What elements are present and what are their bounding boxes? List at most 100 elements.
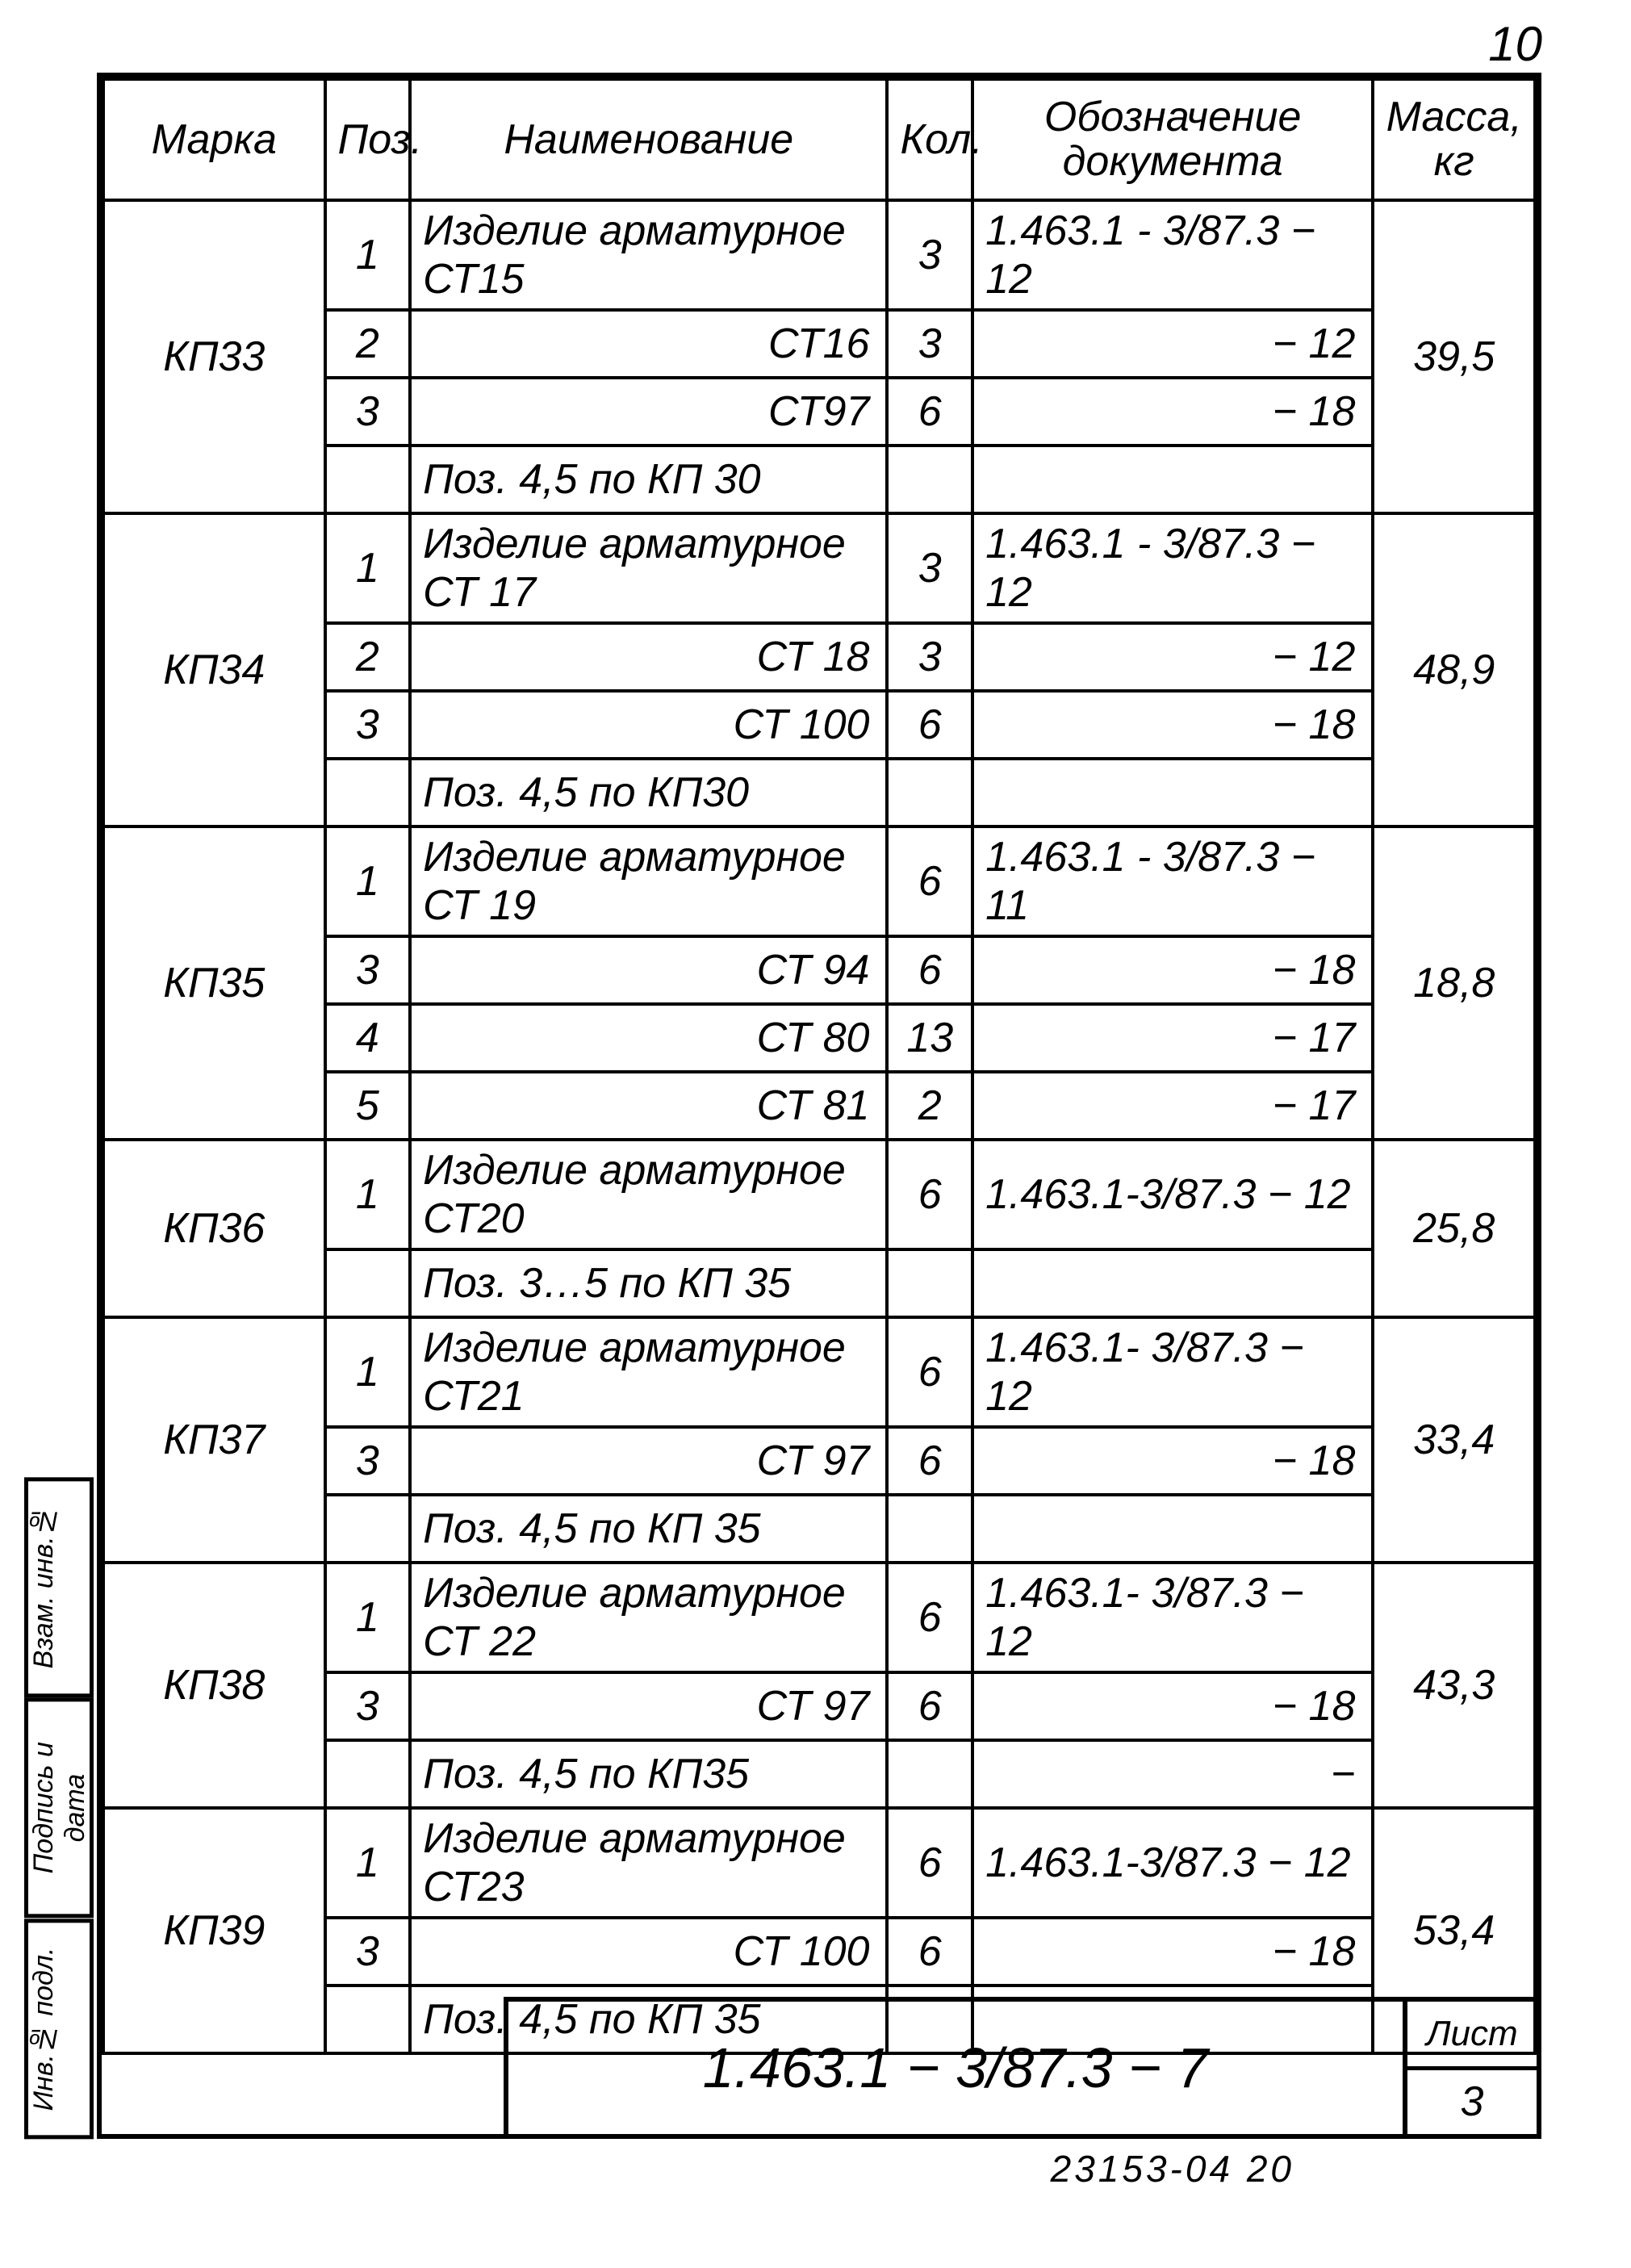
cell-poz: 1 (325, 1563, 411, 1672)
cell-kol: 6 (887, 826, 972, 936)
cell-kol: 6 (887, 691, 972, 759)
cell-kol: 6 (887, 1918, 972, 1986)
cell-doc: − 18 (972, 1672, 1373, 1740)
cell-naim: СТ 97 (410, 1672, 887, 1740)
cell-kol: 13 (887, 1004, 972, 1072)
cell-doc: 1.463.1- 3/87.3 − 12 (972, 1563, 1373, 1672)
cell-kol: 3 (887, 200, 972, 310)
cell-doc: − 18 (972, 691, 1373, 759)
sheet-column: Лист 3 (1403, 2002, 1537, 2134)
cell-poz: 1 (325, 513, 411, 623)
cell-marka: КП38 (103, 1563, 325, 1808)
cell-kol: 6 (887, 1317, 972, 1427)
cell-naim: Изделие арматурное СТ20 (410, 1140, 887, 1249)
cell-naim: Изделие арматурное СТ 19 (410, 826, 887, 936)
cell-kol: 3 (887, 623, 972, 691)
cell-poz: 2 (325, 623, 411, 691)
cell-poz: 1 (325, 826, 411, 936)
cell-doc: − 18 (972, 1427, 1373, 1495)
table-row: КП331Изделие арматурное СТ1531.463.1 - 3… (103, 200, 1535, 310)
cell-doc: − 17 (972, 1004, 1373, 1072)
cell-poz: 2 (325, 310, 411, 378)
cell-marka: КП34 (103, 513, 325, 826)
th-doc: Обозначение документа (972, 79, 1373, 200)
cell-naim: Поз. 4,5 по КП35 (410, 1740, 887, 1808)
cell-mass: 39,5 (1373, 200, 1535, 513)
cell-doc: − 12 (972, 623, 1373, 691)
cell-doc (972, 759, 1373, 826)
cell-kol: 3 (887, 310, 972, 378)
cell-doc: 1.463.1 - 3/87.3 − 12 (972, 513, 1373, 623)
cell-doc: 1.463.1 - 3/87.3 − 12 (972, 200, 1373, 310)
cell-mass: 33,4 (1373, 1317, 1535, 1563)
table-header: Марка Поз. Наименование Кол. Обозначение… (103, 79, 1535, 200)
cell-naim: Поз. 3…5 по КП 35 (410, 1249, 887, 1317)
th-mass: Масса, кг (1373, 79, 1535, 200)
cell-doc (972, 1249, 1373, 1317)
cell-kol (887, 759, 972, 826)
cell-poz: 5 (325, 1072, 411, 1140)
cell-naim: Изделие арматурное СТ21 (410, 1317, 887, 1427)
cell-naim: СТ97 (410, 378, 887, 446)
cell-kol: 3 (887, 513, 972, 623)
cell-mass: 43,3 (1373, 1563, 1535, 1808)
cell-marka: КП37 (103, 1317, 325, 1563)
cell-doc: − (972, 1740, 1373, 1808)
cell-poz: 3 (325, 1918, 411, 1986)
cell-kol: 6 (887, 1140, 972, 1249)
th-naim: Наименование (410, 79, 887, 200)
cell-naim: СТ 97 (410, 1427, 887, 1495)
cell-poz: 1 (325, 1317, 411, 1427)
cell-poz: 3 (325, 1427, 411, 1495)
cell-mass: 48,9 (1373, 513, 1535, 826)
cell-naim: СТ 18 (410, 623, 887, 691)
sidebar-box-2: Подпись и дата (24, 1697, 94, 1918)
th-kol: Кол. (887, 79, 972, 200)
cell-poz: 1 (325, 1808, 411, 1918)
sidebar-box-3: Инв.№ подл. (24, 1919, 94, 2139)
cell-naim: СТ16 (410, 310, 887, 378)
cell-doc: 1.463.1- 3/87.3 − 12 (972, 1317, 1373, 1427)
th-marka: Марка (103, 79, 325, 200)
cell-doc (972, 1495, 1373, 1563)
cell-poz: 1 (325, 200, 411, 310)
cell-marka: КП35 (103, 826, 325, 1140)
cell-marka: КП39 (103, 1808, 325, 2053)
cell-kol (887, 1740, 972, 1808)
cell-doc: − 18 (972, 378, 1373, 446)
cell-poz (325, 1249, 411, 1317)
drawing-sheet: Марка Поз. Наименование Кол. Обозначение… (97, 73, 1541, 2139)
table-body: КП331Изделие арматурное СТ1531.463.1 - 3… (103, 200, 1535, 2053)
cell-poz: 3 (325, 1672, 411, 1740)
cell-kol (887, 1495, 972, 1563)
cell-poz (325, 759, 411, 826)
cell-kol (887, 446, 972, 513)
title-block: 1.463.1 − 3/87.3 − 7 Лист 3 (504, 1997, 1537, 2134)
table-row: КП361Изделие арматурное СТ2061.463.1-3/8… (103, 1140, 1535, 1249)
cell-doc: − 18 (972, 936, 1373, 1004)
page-number-top: 10 (1488, 16, 1542, 72)
cell-naim: Изделие арматурное СТ15 (410, 200, 887, 310)
cell-poz (325, 446, 411, 513)
cell-poz: 3 (325, 691, 411, 759)
cell-kol: 6 (887, 1563, 972, 1672)
cell-naim: СТ 80 (410, 1004, 887, 1072)
document-number: 1.463.1 − 3/87.3 − 7 (508, 2002, 1403, 2134)
table-row: КП351Изделие арматурное СТ 1961.463.1 - … (103, 826, 1535, 936)
cell-poz: 1 (325, 1140, 411, 1249)
cell-mass: 18,8 (1373, 826, 1535, 1140)
sheet-number: 3 (1407, 2070, 1537, 2135)
th-poz: Поз. (325, 79, 411, 200)
cell-naim: Поз. 4,5 по КП 35 (410, 1495, 887, 1563)
cell-kol: 6 (887, 1672, 972, 1740)
cell-kol: 6 (887, 378, 972, 446)
cell-poz: 3 (325, 936, 411, 1004)
cell-doc: − 18 (972, 1918, 1373, 1986)
cell-kol: 2 (887, 1072, 972, 1140)
cell-naim: Изделие арматурное СТ 17 (410, 513, 887, 623)
footer-code: 23153-04 20 (1051, 2147, 1294, 2191)
cell-kol: 6 (887, 936, 972, 1004)
cell-poz (325, 1495, 411, 1563)
sidebar-box-1: Взам. инв.№ (24, 1477, 94, 1697)
cell-doc: − 17 (972, 1072, 1373, 1140)
